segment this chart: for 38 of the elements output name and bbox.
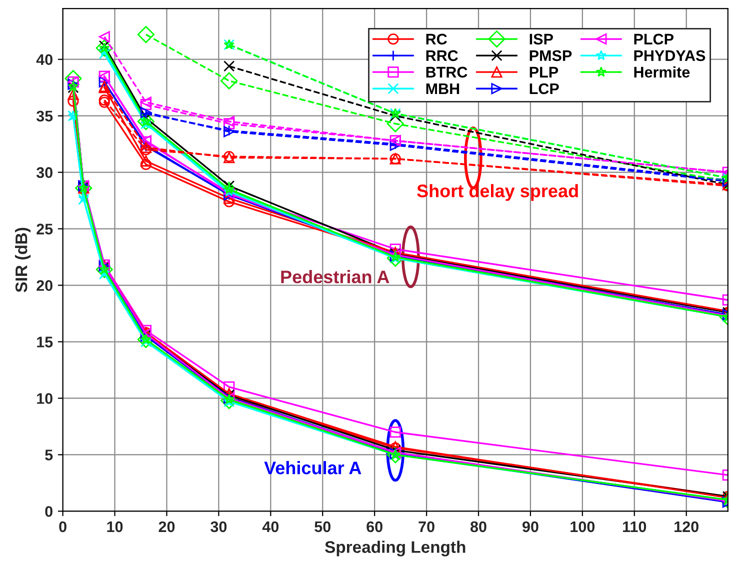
- legend-label: BTRC: [426, 66, 468, 78]
- y-tick-label: 0: [45, 506, 52, 517]
- x-tick-label: 10: [107, 521, 123, 532]
- y-axis-title: SIR (dB): [15, 228, 31, 292]
- legend-label: ISP: [530, 34, 553, 45]
- legend-label: Hermite: [634, 66, 690, 78]
- x-axis-title: Spreading Length: [325, 540, 466, 556]
- y-tick-label: 35: [36, 110, 53, 122]
- y-tick-label: 40: [36, 54, 52, 66]
- y-tick-label: 20: [36, 280, 52, 291]
- x-tick-label: 70: [418, 521, 434, 532]
- x-tick-label: 60: [366, 521, 382, 532]
- annotation: Pedestrian A: [281, 270, 390, 284]
- x-tick-label: 20: [158, 521, 175, 532]
- x-tick-label: 40: [262, 521, 279, 532]
- y-tick-label: 30: [36, 167, 52, 178]
- annotation: Vehicular A: [264, 461, 362, 474]
- legend-label: LCP: [530, 83, 559, 94]
- y-tick-label: 15: [37, 336, 53, 348]
- x-tick-label: 100: [570, 521, 595, 532]
- y-tick-label: 25: [36, 224, 53, 234]
- x-tick-label: 30: [210, 521, 227, 532]
- x-tick-label: 80: [470, 521, 486, 532]
- legend-label: PLCP: [634, 34, 674, 45]
- y-tick-label: 5: [45, 450, 53, 460]
- x-tick-label: 120: [674, 521, 698, 532]
- annotation: Short delay spread: [417, 184, 578, 201]
- y-tick-label: 10: [37, 393, 52, 404]
- legend-label: PMSP: [530, 50, 572, 62]
- legend-label: MBH: [426, 83, 460, 94]
- x-tick-label: 0: [59, 521, 66, 532]
- legend-label: RC: [426, 34, 447, 45]
- legend-label: PLP: [530, 66, 558, 78]
- x-tick-label: 90: [522, 521, 538, 532]
- x-tick-label: 50: [314, 521, 330, 532]
- legend-label: RRC: [426, 50, 458, 62]
- x-tick-label: 110: [623, 521, 646, 532]
- legend-label: PHYDYAS: [634, 50, 706, 62]
